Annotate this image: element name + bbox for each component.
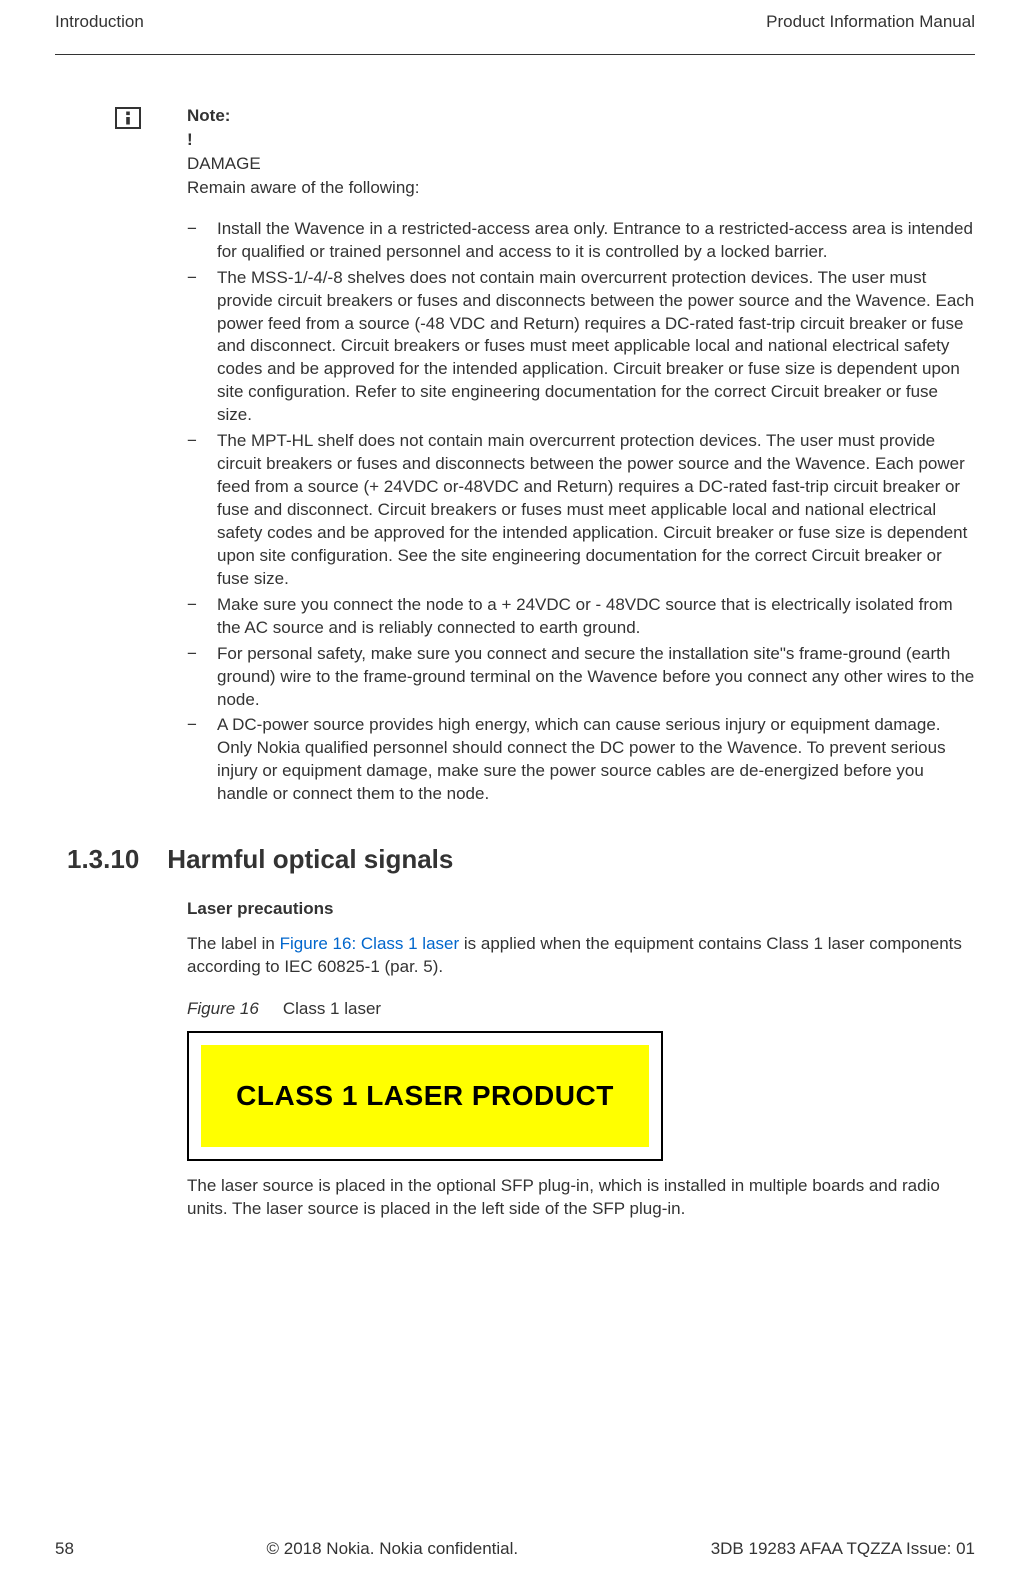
laser-paragraph-2: The laser source is placed in the option… xyxy=(187,1175,975,1221)
list-item: − Make sure you connect the node to a + … xyxy=(187,594,975,640)
header-left: Introduction xyxy=(55,12,144,32)
section-number: 1.3.10 xyxy=(67,844,139,875)
figure-caption: Figure 16 Class 1 laser xyxy=(187,999,975,1019)
note-label: Note: xyxy=(187,105,419,128)
bullet-marker: − xyxy=(187,594,217,640)
bullet-text: Install the Wavence in a restricted-acce… xyxy=(217,218,975,264)
bullet-list: − Install the Wavence in a restricted-ac… xyxy=(187,218,975,806)
list-item: − A DC-power source provides high energy… xyxy=(187,714,975,806)
page-footer: 58 © 2018 Nokia. Nokia confidential. 3DB… xyxy=(55,1539,975,1559)
footer-page-number: 58 xyxy=(55,1539,74,1559)
bullet-text: Make sure you connect the node to a + 24… xyxy=(217,594,975,640)
list-item: − The MPT-HL shelf does not contain main… xyxy=(187,430,975,591)
note-exclaim: ! xyxy=(187,129,419,152)
figure-link[interactable]: Figure 16: Class 1 laser xyxy=(280,934,460,953)
list-item: − For personal safety, make sure you con… xyxy=(187,643,975,712)
bullet-marker: − xyxy=(187,267,217,428)
footer-center: © 2018 Nokia. Nokia confidential. xyxy=(267,1539,519,1559)
page-header: Introduction Product Information Manual xyxy=(0,0,1030,32)
laser-label-figure: CLASS 1 LASER PRODUCT xyxy=(187,1031,663,1161)
figure-label: Figure 16 xyxy=(187,999,259,1018)
info-icon xyxy=(115,107,141,129)
bullet-text: The MPT-HL shelf does not contain main o… xyxy=(217,430,975,591)
bullet-marker: − xyxy=(187,218,217,264)
sub-heading: Laser precautions xyxy=(187,899,975,919)
figure-title: Class 1 laser xyxy=(283,999,381,1018)
header-right: Product Information Manual xyxy=(766,12,975,32)
section-heading: 1.3.10 Harmful optical signals xyxy=(67,844,975,875)
footer-right: 3DB 19283 AFAA TQZZA Issue: 01 xyxy=(711,1539,975,1559)
bullet-text: A DC-power source provides high energy, … xyxy=(217,714,975,806)
bullet-text: The MSS-1/-4/-8 shelves does not contain… xyxy=(217,267,975,428)
laser-label-inner: CLASS 1 LASER PRODUCT xyxy=(201,1045,649,1147)
bullet-marker: − xyxy=(187,714,217,806)
section-title: Harmful optical signals xyxy=(167,844,453,875)
note-damage: DAMAGE xyxy=(187,153,419,176)
bullet-marker: − xyxy=(187,643,217,712)
bullet-text: For personal safety, make sure you conne… xyxy=(217,643,975,712)
content-area: Note: ! DAMAGE Remain aware of the follo… xyxy=(0,55,1030,1221)
note-text: Note: ! DAMAGE Remain aware of the follo… xyxy=(187,105,419,200)
note-remain: Remain aware of the following: xyxy=(187,177,419,200)
list-item: − The MSS-1/-4/-8 shelves does not conta… xyxy=(187,267,975,428)
list-item: − Install the Wavence in a restricted-ac… xyxy=(187,218,975,264)
note-block: Note: ! DAMAGE Remain aware of the follo… xyxy=(115,105,975,200)
bullet-marker: − xyxy=(187,430,217,591)
para-text-pre: The label in xyxy=(187,934,280,953)
laser-paragraph-1: The label in Figure 16: Class 1 laser is… xyxy=(187,933,975,979)
laser-label-text: CLASS 1 LASER PRODUCT xyxy=(236,1080,614,1112)
